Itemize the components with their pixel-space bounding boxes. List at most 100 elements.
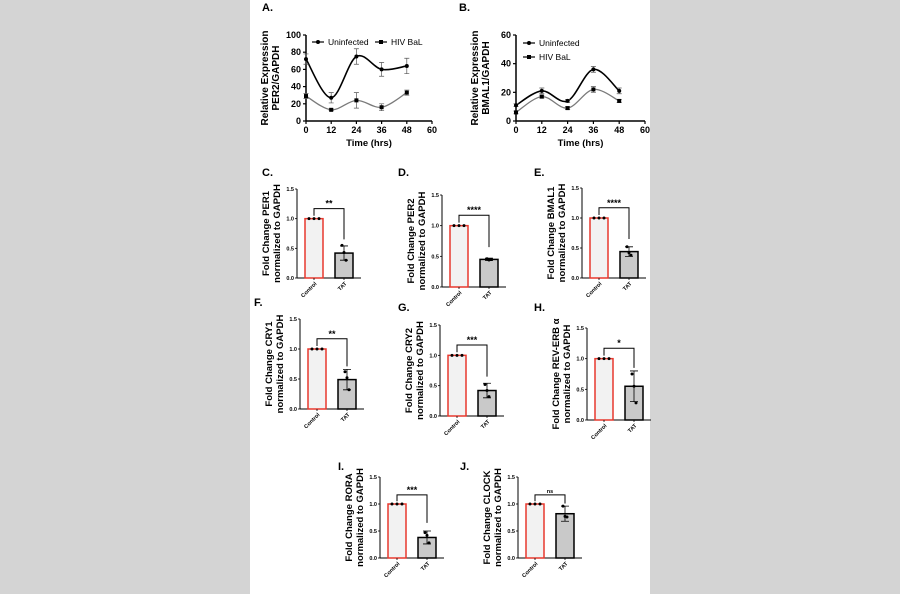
y-tick-label: 80 <box>291 47 301 57</box>
bar-chart-h: H. 0.0 0.5 1.0 1.5 Control TAT * Fold Change REV… <box>534 302 651 441</box>
x-tick-label: TAT <box>337 281 349 293</box>
y-tick-label: 0.5 <box>571 246 579 252</box>
bar-control <box>307 348 327 410</box>
data-point <box>342 250 346 254</box>
bar-chart-g: G. 0.0 0.5 1.0 1.5 Control TAT *** Fold Change C… <box>398 302 504 437</box>
data-point <box>347 388 351 392</box>
data-point <box>390 502 394 506</box>
legend-marker <box>527 41 531 45</box>
x-tick-label: Control <box>300 281 318 299</box>
legend-label: HIV BaL <box>539 52 571 62</box>
y-tick-label: 20 <box>291 99 301 109</box>
y-tick-label: 40 <box>501 59 511 69</box>
y-tick-label: 0.0 <box>431 285 439 291</box>
significance-label: **** <box>467 205 482 215</box>
bar-tat <box>479 258 499 288</box>
y-tick-label: 0.0 <box>507 556 515 562</box>
significance-bracket <box>316 338 348 367</box>
x-tick-label: Control <box>443 419 461 437</box>
y-axis-label: normalized to GAPDH <box>417 192 428 291</box>
significance-label: *** <box>407 485 418 495</box>
bar-control <box>589 217 609 279</box>
data-point <box>625 245 629 249</box>
significance-bracket <box>313 208 345 240</box>
data-point <box>345 376 349 380</box>
y-tick-label: 60 <box>501 30 511 40</box>
data-point <box>591 67 596 72</box>
x-tick-label: Control <box>383 561 401 579</box>
y-tick-label: 1.5 <box>576 326 584 332</box>
panel-label: G. <box>398 302 410 314</box>
y-tick-label: 40 <box>291 82 301 92</box>
y-axis-label: normalized to GAPDH <box>493 468 504 567</box>
y-axis-label: Fold Change REV-ERB α <box>551 318 562 429</box>
data-point <box>340 243 344 247</box>
data-point <box>310 347 314 351</box>
data-point <box>487 395 491 399</box>
data-point <box>607 357 611 361</box>
y-tick-label: 1.5 <box>286 187 294 193</box>
x-tick-label: TAT <box>482 290 494 302</box>
data-point <box>379 105 384 110</box>
data-point <box>565 515 569 519</box>
x-tick-label: 36 <box>588 125 598 135</box>
bar-chart-c: C. 0.0 0.5 1.0 1.5 Control TAT ** Fold Change PE… <box>261 167 361 299</box>
y-tick-label: 0.5 <box>369 529 377 535</box>
legend-marker <box>379 40 383 44</box>
data-point <box>602 357 606 361</box>
data-point <box>485 389 489 393</box>
legend-label: Uninfected <box>539 38 580 48</box>
data-point <box>634 401 638 405</box>
data-point <box>565 98 570 103</box>
significance-bracket <box>396 494 428 523</box>
y-tick-label: 1.5 <box>507 475 515 481</box>
panel-label: C. <box>262 167 273 179</box>
y-axis-label: normalized to GAPDH <box>275 315 286 414</box>
bar-control <box>304 217 324 279</box>
data-point <box>597 357 601 361</box>
y-axis-label: Fold Change CLOCK <box>482 470 493 564</box>
y-tick-label: 1.5 <box>289 317 297 323</box>
y-axis-label: Fold Change PER1 <box>261 190 272 276</box>
y-tick-label: 0.0 <box>286 276 294 282</box>
data-point <box>312 217 316 221</box>
x-tick-label: Control <box>521 561 539 579</box>
data-point <box>307 217 311 221</box>
y-tick-label: 60 <box>291 64 301 74</box>
significance-bracket <box>458 214 490 248</box>
y-tick-label: 0.5 <box>286 246 294 252</box>
panel-label: H. <box>534 302 545 314</box>
data-point <box>632 384 636 388</box>
data-point <box>452 224 456 228</box>
data-point <box>592 216 596 220</box>
x-tick-label: 36 <box>377 125 387 135</box>
data-point <box>538 502 542 506</box>
y-axis-label: PER2/GAPDH <box>271 45 282 110</box>
data-point <box>427 541 431 545</box>
line-chart-b: B. 0 20 40 60 0 12 24 36 48 60 Time (hrs) Relative E… <box>459 2 650 149</box>
y-axis-label: Fold Change BMAL1 <box>546 186 557 280</box>
bar-control <box>594 357 614 421</box>
y-axis-label: Fold Change PER2 <box>406 199 417 284</box>
y-axis-label: Relative Expression <box>260 30 271 125</box>
data-point <box>379 67 384 72</box>
y-tick-label: 1.5 <box>431 193 439 199</box>
x-tick-label: 48 <box>614 125 624 135</box>
y-axis-label: Fold Change RORA <box>344 473 355 561</box>
data-point <box>317 217 321 221</box>
x-tick-label: Control <box>590 423 608 441</box>
x-tick-label: TAT <box>420 561 432 573</box>
data-point <box>395 502 399 506</box>
panel-label: J. <box>460 461 469 473</box>
data-point <box>629 253 633 257</box>
data-point <box>617 98 622 103</box>
panel-label: D. <box>398 167 409 179</box>
y-axis-label: Relative Expression <box>470 30 481 125</box>
significance-bracket <box>603 347 635 368</box>
x-tick-label: 24 <box>351 125 361 135</box>
data-point <box>539 94 544 99</box>
y-tick-label: 1.0 <box>431 224 439 230</box>
data-point <box>304 94 308 99</box>
x-tick-label: TAT <box>627 423 639 435</box>
x-tick-label: 60 <box>640 125 650 135</box>
